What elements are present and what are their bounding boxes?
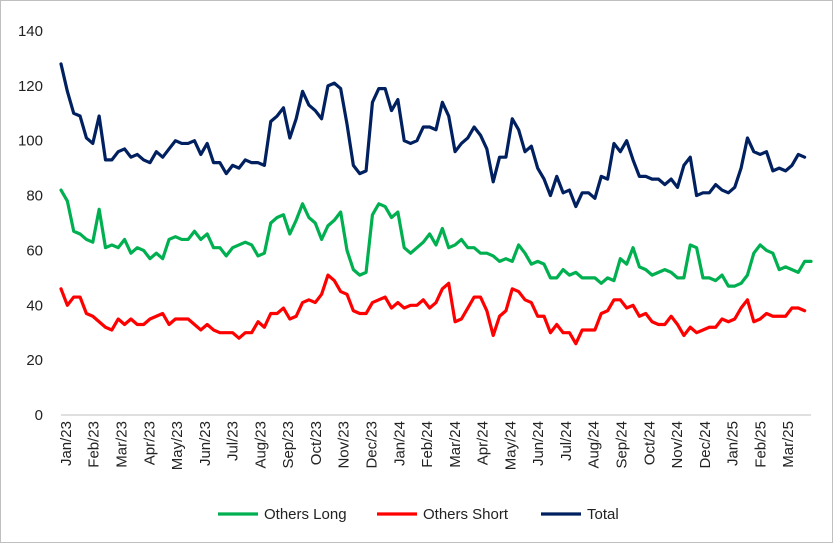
series-line-total	[59, 62, 807, 209]
x-tick-label: Jun/23	[197, 421, 214, 466]
x-tick-label: Jul/24	[558, 421, 575, 461]
x-tick-label: Jun/24	[530, 421, 547, 466]
x-tick-label: Nov/23	[336, 421, 353, 469]
x-tick-label: Sep/24	[614, 421, 631, 469]
x-tick-label: Oct/23	[308, 421, 325, 465]
x-tick-label: Aug/23	[252, 421, 269, 469]
y-tick-label: 0	[35, 407, 43, 424]
x-tick-label: Feb/25	[752, 421, 769, 468]
x-tick-label: Mar/23	[114, 421, 131, 468]
x-tick-label: Feb/23	[86, 421, 103, 468]
x-tick-label: Mar/25	[780, 421, 797, 468]
x-tick-label: Oct/24	[641, 421, 658, 465]
x-tick-label: Apr/24	[475, 421, 492, 465]
x-tick-label: Feb/24	[419, 421, 436, 468]
series-line-others-short	[59, 273, 807, 346]
x-tick-label: Sep/23	[280, 421, 297, 469]
legend: Others Long Others Short Total	[218, 506, 619, 523]
y-tick-label: 40	[26, 297, 43, 314]
x-tick-label: Dec/23	[364, 421, 381, 469]
x-tick-label: Apr/23	[141, 421, 158, 465]
x-tick-label: Nov/24	[669, 421, 686, 469]
y-tick-label: 100	[18, 133, 43, 150]
x-tick-label: Jul/23	[225, 421, 242, 461]
x-tick-label: Dec/24	[697, 421, 714, 469]
legend-label: Others Long	[264, 506, 347, 523]
x-tick-label: Jan/25	[725, 421, 742, 466]
x-tick-label: Jan/23	[58, 421, 75, 466]
y-tick-label: 80	[26, 188, 43, 205]
y-tick-label: 60	[26, 242, 43, 259]
legend-label: Others Short	[423, 506, 509, 523]
series-lines	[59, 62, 813, 346]
x-tick-label: Jan/24	[391, 421, 408, 466]
x-tick-label: Mar/24	[447, 421, 464, 468]
x-tick-label: May/23	[169, 421, 186, 470]
y-tick-label: 140	[18, 23, 43, 40]
x-axis-tick-labels: Jan/23 Feb/23 Mar/23 Apr/23 May/23 Jun/23 Jul/…	[58, 421, 797, 470]
x-tick-label: Aug/24	[586, 421, 603, 469]
y-axis-tick-labels: 0 20 40 60 80 100 120 140	[18, 23, 43, 424]
legend-label: Total	[587, 506, 619, 523]
x-tick-label: May/24	[502, 421, 519, 470]
y-tick-label: 120	[18, 78, 43, 95]
series-line-others-long	[59, 188, 813, 288]
y-tick-label: 20	[26, 352, 43, 369]
